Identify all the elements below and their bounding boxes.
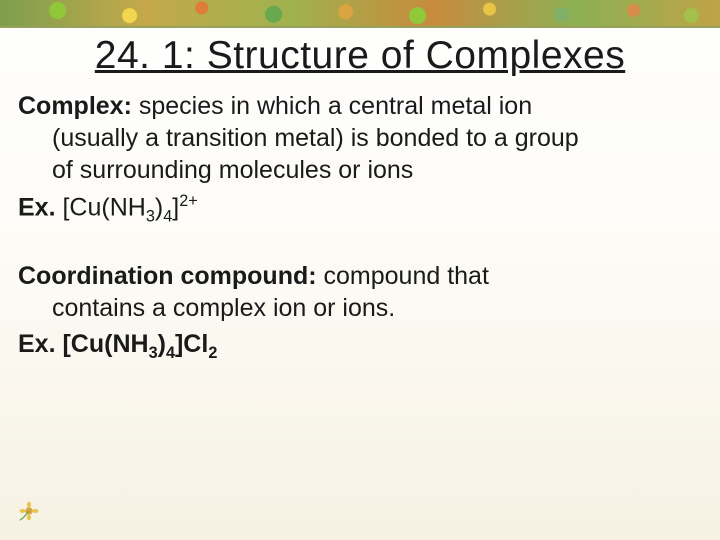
coord-ex-label: Ex. bbox=[18, 330, 56, 358]
complex-term: Complex: bbox=[18, 92, 132, 120]
coord-def-line2: contains a complex ion or ions. bbox=[18, 292, 702, 324]
coord-example: Ex. [Cu(NH3)4]Cl2 bbox=[18, 330, 702, 363]
coord-term: Coordination compound: bbox=[18, 262, 317, 290]
complex-formula-mid1: ) bbox=[155, 193, 163, 221]
coord-definition: Coordination compound: compound that con… bbox=[18, 260, 702, 324]
complex-def-line3: of surrounding molecules or ions bbox=[18, 154, 702, 186]
complex-formula-open: [Cu(NH bbox=[56, 193, 146, 221]
coord-formula-sub1: 3 bbox=[149, 344, 158, 362]
complex-definition: Complex: species in which a central meta… bbox=[18, 90, 702, 186]
coord-def-part1: compound that bbox=[317, 262, 489, 290]
flower-bullet-icon bbox=[18, 500, 40, 522]
coord-formula-open: [Cu(NH bbox=[56, 330, 149, 358]
coord-formula-sub3: 2 bbox=[208, 344, 217, 362]
complex-ex-label: Ex. bbox=[18, 193, 56, 221]
slide-content: 24. 1: Structure of Complexes Complex: s… bbox=[0, 28, 720, 363]
decorative-banner bbox=[0, 0, 720, 28]
coord-formula-mid2: ]Cl bbox=[175, 330, 208, 358]
slide-title: 24. 1: Structure of Complexes bbox=[18, 34, 702, 78]
complex-def-line2: (usually a transition metal) is bonded t… bbox=[18, 122, 702, 154]
complex-def-part1: species in which a central metal ion bbox=[132, 92, 532, 120]
coord-formula-mid1: ) bbox=[158, 330, 166, 358]
complex-formula-sub2: 4 bbox=[163, 207, 172, 225]
coord-formula-sub2: 4 bbox=[166, 344, 175, 362]
complex-formula-sub1: 3 bbox=[146, 207, 155, 225]
complex-formula-sup: 2+ bbox=[179, 192, 198, 210]
complex-example: Ex. [Cu(NH3)4]2+ bbox=[18, 192, 702, 226]
